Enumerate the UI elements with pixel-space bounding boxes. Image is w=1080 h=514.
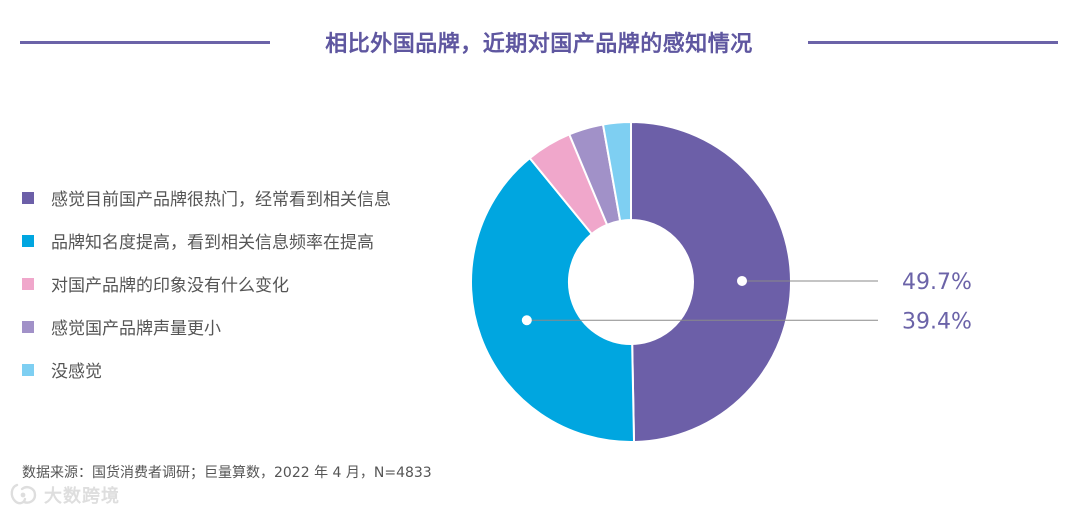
legend-label: 感觉国产品牌声量更小 xyxy=(51,319,221,339)
donut-slice xyxy=(601,120,632,223)
legend-label: 品牌知名度提高，看到相关信息频率在提高 xyxy=(51,233,374,253)
data-label: 39.4% xyxy=(902,309,972,334)
chart-title: 相比外国品牌，近期对国产品牌的感知情况 xyxy=(325,32,753,57)
legend-label: 没感觉 xyxy=(51,362,102,382)
legend-swatch xyxy=(22,364,34,376)
watermark: 大数跨境 xyxy=(8,482,120,508)
brand-logo-icon xyxy=(10,483,37,505)
legend-label: 对国产品牌的印象没有什么变化 xyxy=(51,276,289,296)
legend-swatch xyxy=(22,192,34,204)
donut-slice xyxy=(630,120,793,443)
source-note: 数据来源：国货消费者调研；巨量算数，2022 年 4 月，N=4833 xyxy=(22,465,432,481)
legend-swatch xyxy=(22,235,34,247)
leader-dot xyxy=(521,315,532,326)
title-rule-right xyxy=(808,41,1058,44)
data-label: 49.7% xyxy=(902,270,972,295)
title-rule-left xyxy=(20,41,270,44)
legend-swatch xyxy=(22,278,34,290)
legend-label: 感觉目前国产品牌很热门，经常看到相关信息 xyxy=(51,190,391,210)
donut-slice xyxy=(470,156,636,443)
leader-dot xyxy=(736,275,747,286)
legend-swatch xyxy=(22,321,34,333)
watermark-text: 大数跨境 xyxy=(44,486,120,507)
